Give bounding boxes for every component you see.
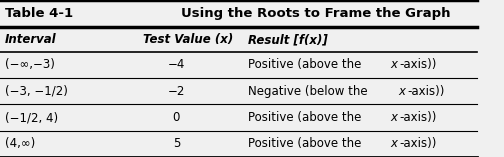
Text: Negative (below the: Negative (below the: [248, 85, 371, 98]
Text: -axis)): -axis)): [399, 137, 437, 150]
Text: Interval: Interval: [5, 33, 56, 46]
Text: −4: −4: [168, 58, 185, 71]
Text: x: x: [391, 111, 398, 124]
Text: (−3, −1/2): (−3, −1/2): [5, 85, 68, 98]
Text: -axis)): -axis)): [407, 85, 445, 98]
Text: Using the Roots to Frame the Graph: Using the Roots to Frame the Graph: [181, 7, 451, 20]
Text: -axis)): -axis)): [399, 111, 437, 124]
Text: x: x: [399, 85, 405, 98]
Text: -axis)): -axis)): [399, 58, 437, 71]
Text: 0: 0: [173, 111, 180, 124]
Text: 5: 5: [173, 137, 180, 150]
Text: (4,∞): (4,∞): [5, 137, 35, 150]
Text: Table 4-1: Table 4-1: [5, 7, 73, 20]
Text: x: x: [391, 58, 398, 71]
Text: Positive (above the: Positive (above the: [248, 137, 365, 150]
Text: (−1/2, 4): (−1/2, 4): [5, 111, 58, 124]
Text: Positive (above the: Positive (above the: [248, 111, 365, 124]
Text: x: x: [391, 137, 398, 150]
Text: Result [f(x)]: Result [f(x)]: [248, 33, 328, 46]
Text: Test Value (x): Test Value (x): [143, 33, 233, 46]
Text: Positive (above the: Positive (above the: [248, 58, 365, 71]
Text: (−∞,−3): (−∞,−3): [5, 58, 54, 71]
Text: −2: −2: [168, 85, 185, 98]
